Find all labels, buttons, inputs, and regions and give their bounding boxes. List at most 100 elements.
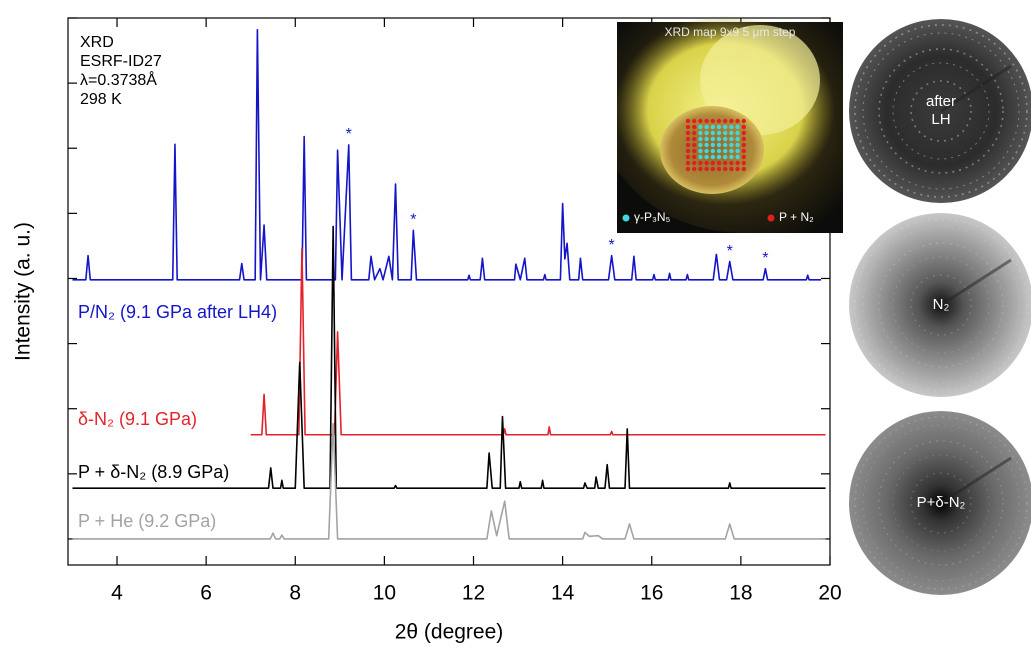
diffraction-ring [910, 80, 972, 142]
map-point [729, 160, 734, 166]
map-point [698, 154, 703, 160]
map-point [710, 166, 715, 172]
photo-shadow [617, 170, 740, 233]
map-point [698, 142, 703, 148]
x-tick-label: 8 [289, 582, 301, 605]
map-point [704, 118, 709, 124]
diffraction-ring [854, 416, 1028, 590]
map-point [723, 130, 728, 136]
map-point [729, 130, 734, 136]
map-point [735, 130, 740, 136]
beamstop [940, 258, 1012, 307]
pattern-label: LH [931, 111, 950, 128]
map-point [735, 148, 740, 154]
diffraction-ring [862, 226, 1020, 384]
peak-star: * [609, 237, 615, 254]
xrd-pattern [72, 225, 826, 489]
map-point [735, 154, 740, 160]
xrd-pattern [250, 247, 826, 436]
map-point [698, 160, 703, 166]
plot-frame [67, 17, 831, 566]
map-point [698, 136, 703, 142]
legend-dot [622, 214, 630, 222]
diffraction-ring [878, 440, 1004, 566]
peak-star: * [346, 126, 352, 143]
beamstop [940, 456, 1012, 505]
annotation: λ=0.3738Å [80, 70, 157, 89]
map-point [729, 148, 734, 154]
map-point [716, 160, 722, 166]
map-point [704, 148, 709, 154]
annotation: 298 K [80, 91, 122, 108]
peak-star: * [727, 243, 733, 260]
map-point [735, 124, 740, 130]
map-point [692, 142, 697, 148]
map-point [710, 118, 715, 124]
map-point [685, 130, 691, 136]
map-point [692, 130, 697, 136]
diffraction-image [849, 411, 1031, 595]
diffraction-ring [862, 32, 1020, 190]
map-point [723, 124, 728, 130]
pattern-label: N₂ [933, 296, 950, 313]
diffraction-image [849, 213, 1031, 397]
map-point [685, 160, 691, 166]
diffraction-ring [892, 256, 990, 354]
map-point [723, 136, 728, 142]
map-point [741, 142, 746, 148]
beamstop [940, 64, 1012, 113]
map-point [741, 124, 746, 130]
diffraction-ring [892, 62, 990, 160]
map-point [729, 166, 734, 172]
map-title: XRD map 9x9 5 μm step [665, 25, 796, 39]
series-label: P + He (9.2 GPa) [78, 511, 216, 531]
map-point [735, 118, 740, 124]
map-point [704, 136, 709, 142]
legend-dot [767, 214, 775, 222]
map-point [692, 154, 697, 160]
map-point [710, 148, 715, 154]
map-point [735, 160, 740, 166]
annotation: XRD [80, 34, 114, 51]
map-point [735, 166, 740, 172]
map-point [723, 142, 728, 148]
map-point [704, 166, 709, 172]
map-point [685, 124, 691, 130]
peak-star: * [410, 212, 416, 229]
map-point [716, 142, 722, 148]
map-point [741, 118, 746, 124]
map-point [741, 130, 746, 136]
map-point [692, 166, 697, 172]
map-point [716, 118, 722, 124]
x-axis-title: 2θ (degree) [395, 621, 504, 644]
map-point [685, 142, 691, 148]
map-point [710, 160, 715, 166]
pattern-label: after [926, 93, 956, 110]
map-point [716, 124, 722, 130]
map-point [698, 130, 703, 136]
x-tick-label: 6 [200, 582, 212, 605]
map-point [729, 124, 734, 130]
diffraction-ring [910, 274, 972, 336]
map-point [698, 124, 703, 130]
map-point [685, 154, 691, 160]
map-point [704, 142, 709, 148]
x-tick-label: 12 [462, 582, 485, 605]
map-point [723, 118, 728, 124]
series-label: P + δ-N₂ (8.9 GPa) [78, 462, 229, 482]
map-point [685, 166, 691, 172]
x-tick-label: 10 [373, 582, 396, 605]
map-point [741, 160, 746, 166]
map-point [723, 154, 728, 160]
map-point [723, 148, 728, 154]
diffraction-image [849, 19, 1031, 203]
diffraction-ring [862, 424, 1020, 582]
diffraction-ring [910, 472, 972, 534]
map-point [741, 166, 746, 172]
map-point [741, 148, 746, 154]
map-point [685, 118, 691, 124]
diffraction-ring [854, 218, 1028, 392]
map-point [685, 136, 691, 142]
map-point [704, 160, 709, 166]
